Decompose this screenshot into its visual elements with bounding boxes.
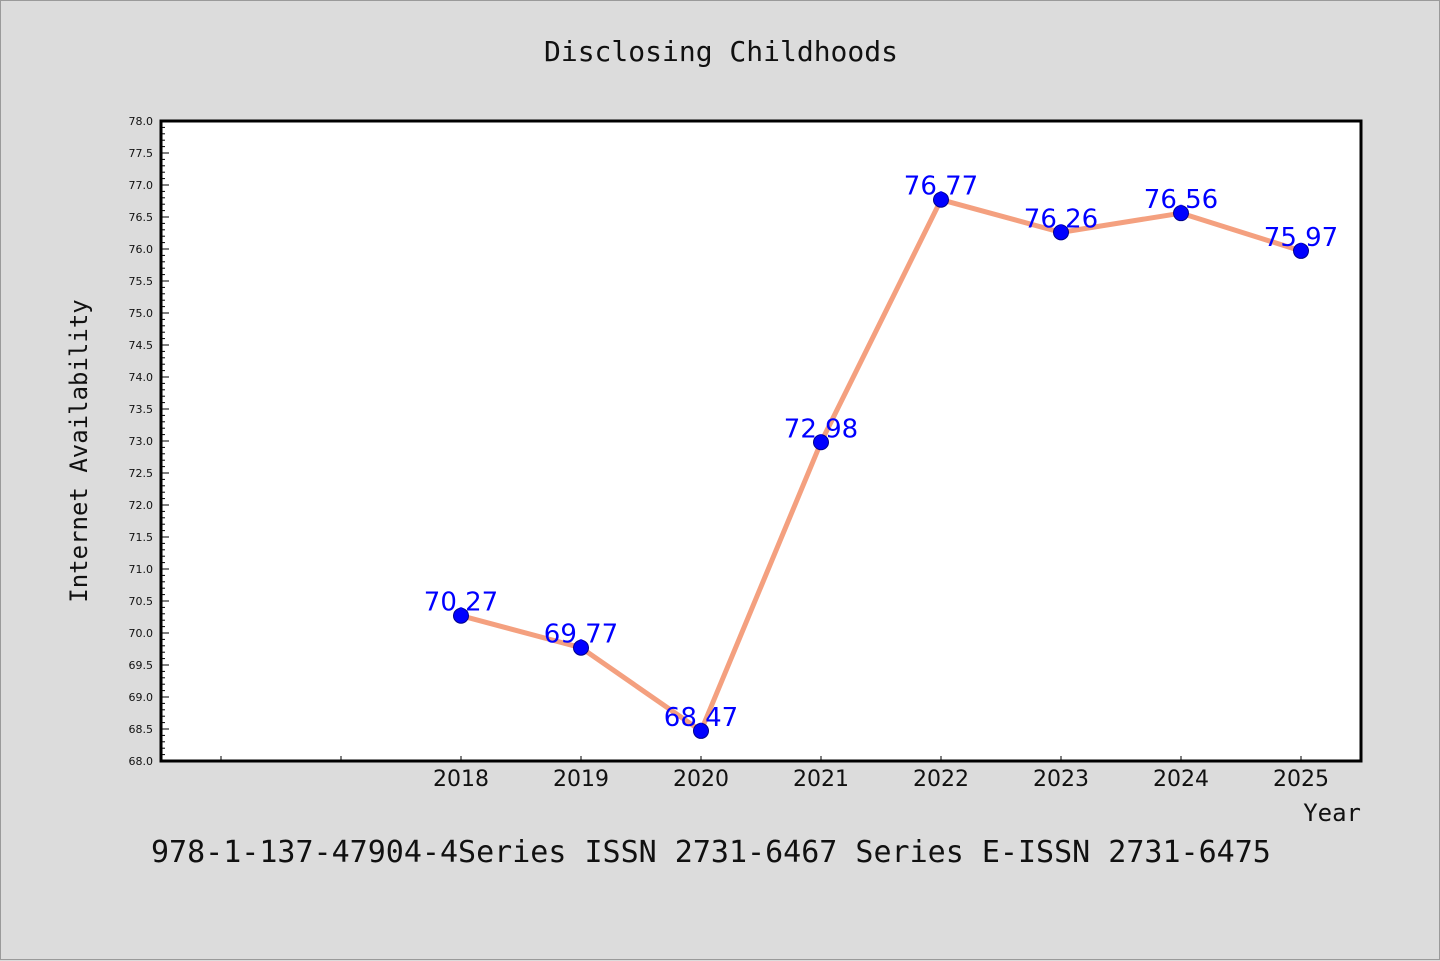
series-line xyxy=(460,197,1302,734)
y-tick-label: 75.5 xyxy=(129,275,154,288)
y-tick-label: 78.0 xyxy=(129,115,154,128)
x-tick-label: 2018 xyxy=(433,767,489,792)
data-point xyxy=(453,607,469,624)
y-tick-label: 72.5 xyxy=(129,467,154,480)
y-tick-label: 71.5 xyxy=(129,531,154,544)
data-label: 70.27 xyxy=(424,588,498,618)
x-axis-title: Year xyxy=(1303,799,1361,827)
y-axis-title: Internet Availability xyxy=(65,299,93,602)
data-label: 76.56 xyxy=(1144,185,1218,215)
y-tick-label: 71.0 xyxy=(129,563,154,576)
data-point xyxy=(933,191,949,208)
plot-area xyxy=(159,119,1363,763)
x-tick-label: 2022 xyxy=(913,767,969,792)
y-tick-label: 72.0 xyxy=(129,499,154,512)
y-tick-label: 74.0 xyxy=(129,371,154,384)
data-point xyxy=(1293,242,1309,259)
y-tick-label: 76.5 xyxy=(129,211,154,224)
y-axis: 68.0 68.5 69.0 69.5 70.0 70.5 71.0 71.5 72.0 72.5… xyxy=(129,115,169,768)
y-tick-label: 70.5 xyxy=(129,595,154,608)
y-tick-label: 68.5 xyxy=(129,723,154,736)
y-tick-label: 73.5 xyxy=(129,403,154,416)
y-tick-label: 77.5 xyxy=(129,147,154,160)
data-label: 68.47 xyxy=(664,703,738,733)
data-point xyxy=(1173,205,1189,222)
isbn-issn-footer: 978-1-137-47904-4Series ISSN 2731-6467 S… xyxy=(151,835,1271,870)
data-label: 72.98 xyxy=(784,414,858,444)
y-tick-label: 76.0 xyxy=(129,243,154,256)
data-label: 76.77 xyxy=(904,172,978,202)
data-point xyxy=(813,434,829,451)
x-tick-label: 2025 xyxy=(1273,767,1329,792)
data-point xyxy=(693,722,709,739)
y-tick-label: 77.0 xyxy=(129,179,154,192)
data-point xyxy=(1053,224,1069,241)
data-label: 76.26 xyxy=(1024,204,1098,234)
x-tick-label: 2019 xyxy=(553,767,609,792)
chart-title: Disclosing Childhoods xyxy=(543,35,898,68)
y-tick-label: 74.5 xyxy=(129,339,154,352)
y-tick-label: 68.0 xyxy=(129,755,154,768)
data-label: 69.77 xyxy=(544,620,618,650)
x-tick-label: 2021 xyxy=(793,767,849,792)
x-axis: 2018 2019 2020 2021 2022 2023 2024 2025 xyxy=(220,756,1329,792)
data-label: 75.97 xyxy=(1264,223,1338,253)
x-tick-label: 2020 xyxy=(673,767,729,792)
x-tick-label: 2024 xyxy=(1153,767,1209,792)
y-tick-label: 69.0 xyxy=(129,691,154,704)
y-tick-label: 75.0 xyxy=(129,307,154,320)
series-group: 70.27 69.77 68.47 72.98 76.77 76.26 76.56 75.97 xyxy=(424,172,1338,739)
x-tick-label: 2023 xyxy=(1033,767,1089,792)
y-tick-label: 70.0 xyxy=(129,627,154,640)
data-point xyxy=(573,639,589,656)
y-tick-label: 73.0 xyxy=(129,435,154,448)
y-tick-label: 69.5 xyxy=(129,659,154,672)
